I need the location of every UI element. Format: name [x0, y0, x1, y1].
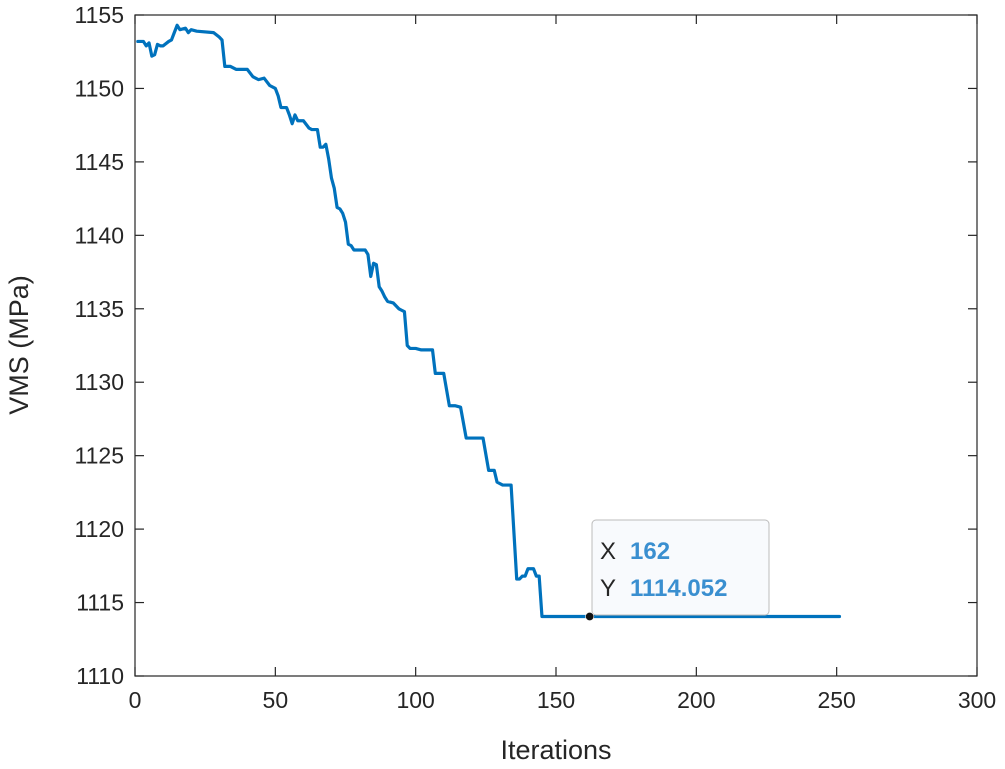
y-tick-label: 1150 [75, 75, 124, 101]
datatip-y-value: 1114.052 [630, 575, 727, 602]
y-tick-label: 1140 [75, 222, 124, 248]
x-tick-label: 100 [396, 687, 434, 713]
y-tick-label: 1145 [75, 149, 124, 175]
x-tick-label: 50 [263, 687, 289, 713]
x-tick-label: 150 [537, 687, 575, 713]
series-line-vms [136, 23, 842, 619]
plot-area-border [134, 14, 978, 677]
y-tick-label: 1110 [76, 663, 124, 689]
y-tick-label: 1130 [75, 369, 124, 395]
y-axis-label: VMS (MPa) [4, 275, 34, 415]
x-tick-label: 200 [677, 687, 715, 713]
datatip-box [591, 519, 770, 616]
y-tick-label: 1155 [75, 2, 124, 28]
x-axis-ticks: 0 50 100 150 200 250 300 [129, 15, 996, 713]
x-tick-label: 0 [129, 687, 142, 713]
datatip-marker[interactable] [585, 611, 595, 621]
datatip-x-value: 162 [630, 538, 670, 565]
datatip[interactable]: X 162 Y 1114.052 [585, 519, 770, 621]
x-axis-label: Iterations [500, 735, 611, 765]
y-tick-label: 1125 [75, 443, 124, 469]
y-axis-ticks: 1110 1115 1120 1125 1130 1135 1140 1145 1150 1155 [75, 2, 977, 689]
datatip-x-key: X [600, 538, 616, 565]
x-tick-label: 300 [958, 687, 996, 713]
y-tick-label: 1120 [75, 516, 124, 542]
datatip-y-key: Y [600, 575, 616, 602]
x-tick-label: 250 [817, 687, 855, 713]
y-tick-label: 1115 [76, 590, 124, 616]
y-tick-label: 1135 [75, 296, 124, 322]
